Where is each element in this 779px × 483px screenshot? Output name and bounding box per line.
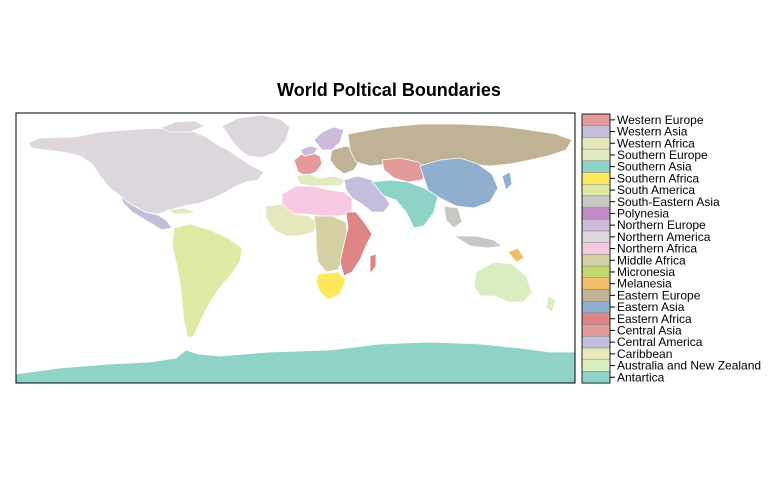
map-region-central-asia bbox=[381, 157, 429, 183]
legend-swatch bbox=[581, 219, 611, 232]
legend-swatch bbox=[581, 312, 611, 325]
legend-swatch bbox=[581, 113, 611, 126]
legend-swatch bbox=[581, 289, 611, 302]
map-region-northern-america bbox=[158, 120, 206, 133]
map-region-south-eastern-asia bbox=[452, 235, 504, 249]
legend-swatch bbox=[581, 336, 611, 349]
map-region-eastern-africa bbox=[339, 211, 373, 277]
legend-swatch bbox=[581, 371, 611, 384]
legend-label: Southern Asia bbox=[617, 160, 692, 174]
legend-label: Caribbean bbox=[617, 347, 672, 361]
map-region-australia-and-new-zealand bbox=[473, 261, 533, 303]
map-region-northern-america bbox=[221, 114, 291, 159]
legend-swatch bbox=[581, 277, 611, 290]
legend-label: Central America bbox=[617, 335, 703, 349]
legend-label: Western Africa bbox=[617, 136, 695, 150]
map-region-australia-and-new-zealand bbox=[545, 295, 557, 313]
map-region-northern-europe bbox=[313, 126, 345, 151]
map-region-northern-europe bbox=[299, 145, 319, 157]
legend-swatch bbox=[581, 172, 611, 185]
legend-label: Polynesia bbox=[617, 206, 669, 220]
map-region-caribbean bbox=[166, 207, 198, 215]
map-region-western-africa bbox=[265, 203, 319, 237]
legend-label: Micronesia bbox=[617, 265, 675, 279]
map-region-melanesia bbox=[507, 247, 525, 263]
legend-label: South-Eastern Asia bbox=[617, 195, 720, 209]
legend-swatch bbox=[581, 242, 611, 255]
legend-swatch bbox=[581, 207, 611, 220]
map-region-northern-america bbox=[27, 127, 265, 215]
legend-label: Eastern Europe bbox=[617, 288, 701, 302]
legend-label: Middle Africa bbox=[617, 253, 686, 267]
legend-label: Western Asia bbox=[617, 125, 688, 139]
legend-label: Northern Europe bbox=[617, 218, 706, 232]
legend-label: Eastern Africa bbox=[617, 312, 692, 326]
map-region-eastern-asia bbox=[419, 157, 499, 209]
map-region-northern-africa bbox=[281, 185, 353, 217]
legend-label: Western Europe bbox=[617, 113, 704, 127]
map-region-eastern-africa bbox=[369, 253, 377, 276]
map-region-southern-africa bbox=[315, 271, 347, 301]
legend-label: Australia and New Zealand bbox=[617, 359, 761, 373]
legend-swatch bbox=[581, 347, 611, 360]
legend-swatch bbox=[581, 137, 611, 150]
legend-frame bbox=[581, 113, 611, 384]
map-title: World Poltical Boundaries bbox=[277, 80, 501, 100]
legend-label: Melanesia bbox=[617, 277, 672, 291]
map-region-southern-europe bbox=[295, 173, 347, 187]
legend-swatch bbox=[581, 301, 611, 314]
legend-swatch bbox=[581, 160, 611, 173]
legend-swatch bbox=[581, 195, 611, 208]
map-region-south-eastern-asia bbox=[443, 205, 463, 229]
legend-swatch bbox=[581, 125, 611, 138]
map-region-middle-africa bbox=[313, 215, 349, 273]
legend-swatch bbox=[581, 265, 611, 279]
map-frame bbox=[15, 112, 576, 384]
legend-label: Southern Europe bbox=[617, 148, 708, 162]
map-region-central-america bbox=[119, 195, 173, 231]
legend-swatch bbox=[581, 148, 611, 162]
legend-swatch bbox=[581, 183, 611, 197]
legend-label: South America bbox=[617, 183, 695, 197]
map-region-antartica bbox=[15, 341, 576, 384]
map-region-eastern-europe bbox=[347, 123, 573, 167]
map-region-western-asia bbox=[343, 175, 391, 213]
legend-label: Antartica bbox=[617, 370, 665, 384]
legend-label: Southern Africa bbox=[617, 171, 699, 185]
map-region-southern-asia bbox=[371, 179, 439, 229]
legend-swatch bbox=[581, 324, 611, 337]
legend-label: Northern America bbox=[617, 230, 711, 244]
map-regions bbox=[15, 114, 576, 384]
map-region-south-america bbox=[171, 223, 243, 339]
legend-label: Northern Africa bbox=[617, 242, 697, 256]
legend-label: Central Asia bbox=[617, 323, 682, 337]
legend-swatch bbox=[581, 230, 611, 243]
legend-swatch bbox=[581, 254, 611, 267]
map-region-eastern-asia bbox=[501, 171, 513, 191]
legend-label: Eastern Asia bbox=[617, 300, 685, 314]
legend-swatch bbox=[581, 359, 611, 372]
